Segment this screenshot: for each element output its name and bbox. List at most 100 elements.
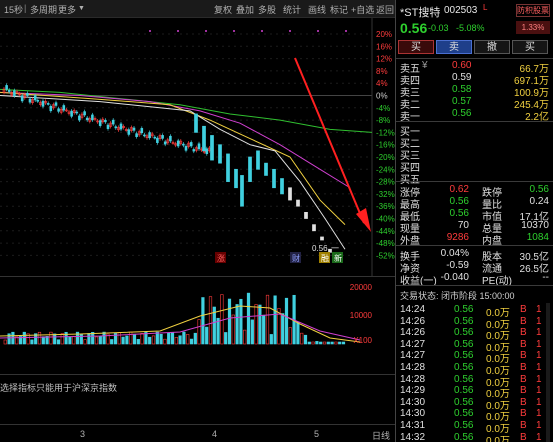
volume-bar xyxy=(243,329,247,345)
sell-level-price: 0.60 xyxy=(452,60,472,71)
more-button[interactable]: 更多 xyxy=(58,5,77,15)
candle xyxy=(65,109,68,112)
sell-level-row[interactable]: 卖二 0.57 245.4万 xyxy=(396,96,553,111)
buy-level-row[interactable]: 买四 xyxy=(396,159,553,174)
trade-time: 14:30 xyxy=(400,408,426,420)
cancel-order-button[interactable]: 撤 xyxy=(474,40,510,54)
indicator-panel[interactable]: 选择指标只能用于沪深京指数 xyxy=(0,374,395,424)
moving-average-lines xyxy=(0,88,373,250)
volume-bar xyxy=(231,314,235,345)
volume-bar xyxy=(189,338,194,345)
stock-code: 002503 xyxy=(444,5,478,16)
candle xyxy=(174,143,177,146)
trade-time: 14:32 xyxy=(400,431,426,442)
period-label[interactable]: 日线 xyxy=(372,431,391,441)
restore-rights-button[interactable]: 复权 xyxy=(214,5,233,15)
price-axis-label: 4% xyxy=(376,79,388,88)
chevron-down-icon[interactable]: ▼ xyxy=(78,5,85,12)
volume-ma-line xyxy=(0,313,361,341)
scrollbar[interactable] xyxy=(546,303,550,442)
trade-row: 14:28 0.56 0.0万 B 1 xyxy=(396,362,553,377)
sell-level-price: 0.58 xyxy=(452,84,472,95)
trade-row: 14:26 0.56 0.0万 B 1 xyxy=(396,327,553,342)
volume-chart[interactable]: 20000 10000 X100 xyxy=(0,276,395,374)
candle xyxy=(39,102,42,105)
volume-bar xyxy=(53,333,57,345)
trade-price: 0.56 xyxy=(454,362,474,373)
sell-level-row[interactable]: 卖四 0.59 697.1万 xyxy=(396,72,553,87)
volume-bar xyxy=(94,336,99,345)
finance-badge[interactable]: 财 xyxy=(292,253,300,263)
draw-line-button[interactable]: 画线 xyxy=(308,5,327,15)
trade-volume: 0.0万 xyxy=(486,377,510,389)
back-button[interactable]: 返回 xyxy=(376,5,395,15)
trade-count: 1 xyxy=(536,431,542,442)
sell-level-volume: 2.2亿 xyxy=(525,112,549,123)
trade-count: 1 xyxy=(536,350,542,362)
buy-level-row[interactable]: 买一 xyxy=(396,123,553,138)
stat-row: 收益(一) -0.040 PE(动) -- xyxy=(396,272,553,287)
price-axis-label: -52% xyxy=(376,251,395,260)
news-badge[interactable]: 新 xyxy=(334,253,342,263)
trade-price: 0.56 xyxy=(454,304,474,315)
sell-level-row[interactable]: 卖五 ¥0.60 66.7万 xyxy=(396,60,553,75)
stats-button[interactable]: 统计 xyxy=(283,5,302,15)
buy-level-row[interactable]: 买五 xyxy=(396,171,553,186)
volume-bar xyxy=(170,332,175,345)
volume-bar xyxy=(15,336,19,345)
stat-label: 量比 xyxy=(482,200,502,211)
price-axis: 20% 16% 12% 8% 4% 0% -4% -8% -12% -16% -20% -24% -28… xyxy=(376,30,395,260)
volume-bar xyxy=(288,327,292,345)
price-axis-label: -20% xyxy=(376,153,395,162)
candle xyxy=(2,88,6,93)
candle xyxy=(59,108,63,113)
last-price-label: 0.56 xyxy=(312,244,328,253)
multi-stock-button[interactable]: 多股 xyxy=(258,5,277,15)
volume-bar xyxy=(315,341,319,345)
add-watchlist-button[interactable]: +自选 xyxy=(351,5,375,15)
buy-level-row[interactable]: 买二 xyxy=(396,135,553,150)
panel-divider[interactable] xyxy=(395,0,396,442)
trade-count: 1 xyxy=(536,304,542,315)
trade-row: 14:32 0.56 0.0万 B 1 xyxy=(396,432,553,442)
candle xyxy=(189,142,193,147)
sell-level-row[interactable]: 卖三 0.58 100.9万 xyxy=(396,84,553,99)
volume-bar xyxy=(159,333,163,345)
candlestick-chart[interactable]: 20% 16% 12% 8% 4% 0% -4% -8% -12% -16% -20% -24% -28… xyxy=(0,18,395,276)
overlay-button[interactable]: 叠加 xyxy=(236,5,255,15)
candle xyxy=(184,146,188,151)
sell-level-row[interactable]: 卖一 0.56 2.2亿 xyxy=(396,108,553,123)
stat-value: 0.24 xyxy=(529,196,549,207)
stat-row: 最低 0.56 市值 17.1亿 xyxy=(396,208,553,223)
buy-more-button[interactable]: 买 xyxy=(512,40,548,54)
volume-bar xyxy=(216,317,220,345)
trade-count: 1 xyxy=(536,315,542,327)
buy-level-row[interactable]: 买三 xyxy=(396,147,553,162)
candle xyxy=(5,85,8,90)
volume-bar xyxy=(319,341,323,345)
volume-bar xyxy=(262,314,266,345)
toolbar-separator: | xyxy=(24,3,27,13)
candle xyxy=(7,89,11,92)
risk-badge[interactable]: 防积股票 xyxy=(516,4,550,17)
rise-badge[interactable]: 涨 xyxy=(217,253,225,263)
volume-bar xyxy=(284,297,289,345)
volume-bar xyxy=(205,326,209,345)
margin-badge[interactable]: 融 xyxy=(321,253,329,263)
mark-button[interactable]: 标记 xyxy=(330,5,349,15)
trade-price: 0.56 xyxy=(454,338,474,350)
multi-period-button[interactable]: 多周期 xyxy=(30,5,58,15)
candle xyxy=(150,133,154,137)
stat-label: 涨停 xyxy=(400,188,420,199)
buy-button[interactable]: 买 xyxy=(398,40,434,54)
sell-button[interactable]: 卖 xyxy=(436,40,472,54)
trade-time: 14:26 xyxy=(400,315,426,327)
price-axis-label: 16% xyxy=(376,42,392,51)
volume-bar xyxy=(102,331,106,345)
stat-value: -0.59 xyxy=(446,260,469,271)
trade-volume: 0.0万 xyxy=(486,366,510,377)
candle xyxy=(148,132,151,139)
volume-axis-label: 20000 xyxy=(350,283,373,292)
period-selector[interactable]: 15秒 xyxy=(4,5,24,15)
current-price: 0.56 xyxy=(400,20,428,36)
